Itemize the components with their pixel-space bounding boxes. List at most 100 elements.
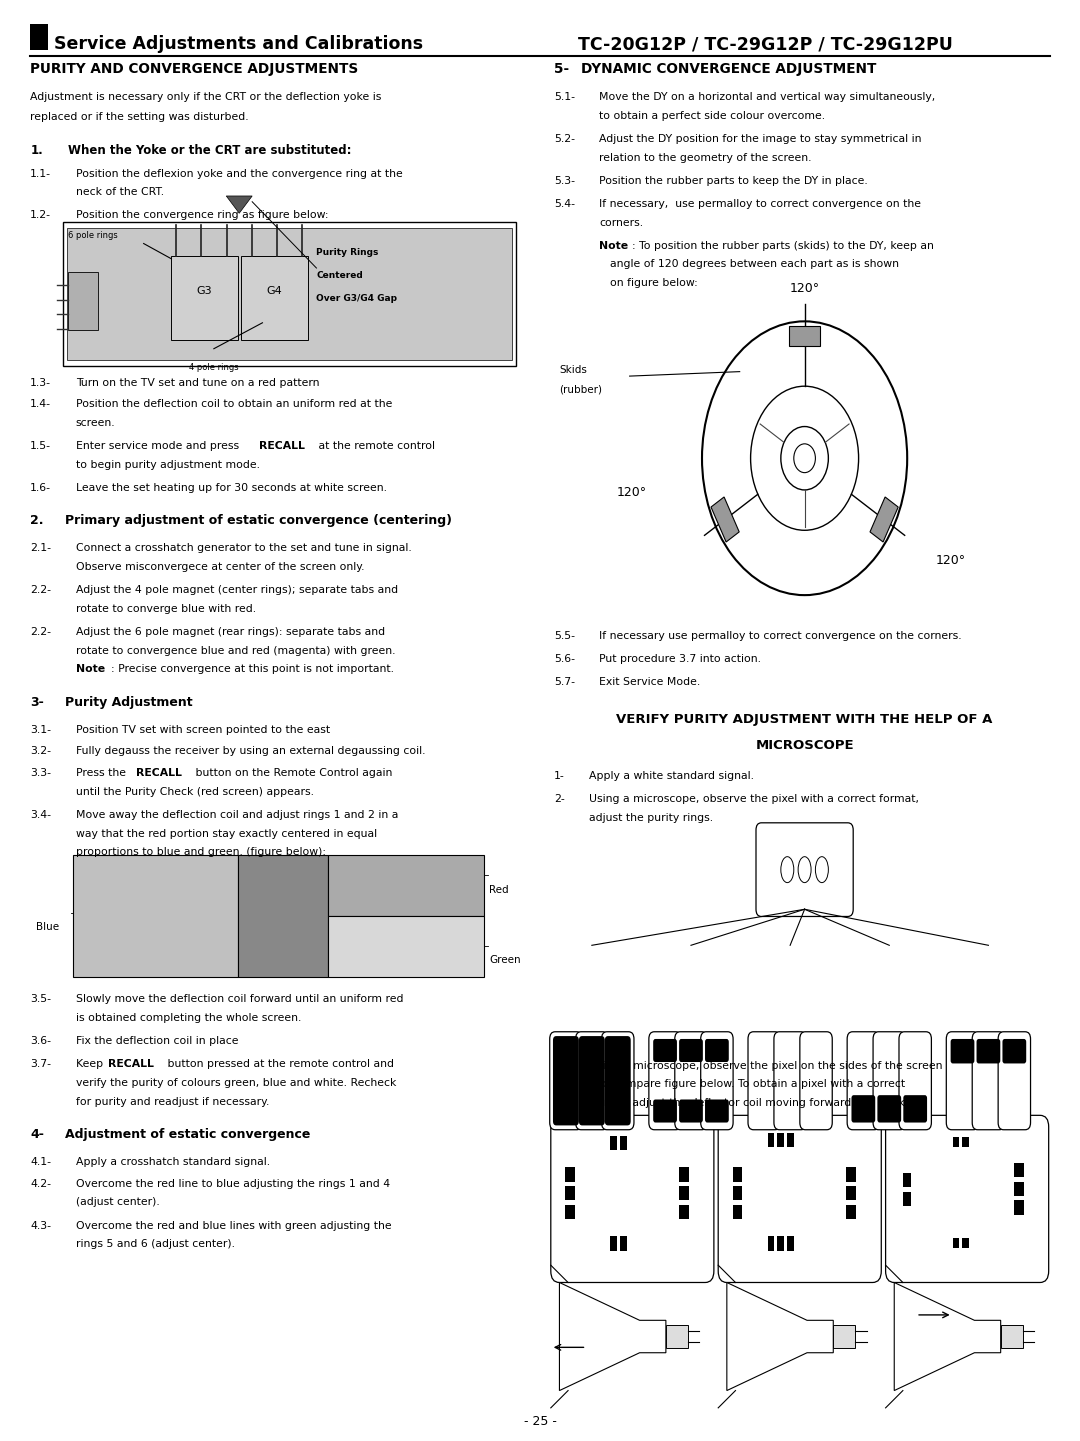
Bar [565, 1167, 575, 1182]
Text: screen.: screen. [76, 418, 116, 428]
Text: replaced or if the setting was disturbed.: replaced or if the setting was disturbed… [30, 112, 248, 122]
Text: 1.4-: 1.4- [30, 399, 51, 409]
Text: at the remote control: at the remote control [315, 441, 435, 451]
Text: DYNAMIC CONVERGENCE ADJUSTMENT: DYNAMIC CONVERGENCE ADJUSTMENT [581, 62, 876, 76]
Bar [73, 855, 238, 977]
Text: to obtain a perfect side colour overcome.: to obtain a perfect side colour overcome… [599, 111, 825, 121]
FancyBboxPatch shape [653, 1039, 677, 1062]
Text: Over G3/G4 Gap: Over G3/G4 Gap [316, 294, 397, 303]
Bar [328, 855, 484, 916]
Bar [768, 1133, 774, 1147]
Text: corners.: corners. [599, 218, 644, 228]
Text: 3-: 3- [30, 696, 44, 709]
Text: 1.6-: 1.6- [30, 483, 51, 493]
Text: 5.7-: 5.7- [554, 677, 575, 687]
FancyBboxPatch shape [705, 1099, 729, 1123]
Text: Position the deflexion yoke and the convergence ring at the: Position the deflexion yoke and the conv… [76, 169, 403, 179]
Ellipse shape [815, 857, 828, 883]
FancyBboxPatch shape [950, 1039, 974, 1063]
Bar [1014, 1182, 1024, 1196]
FancyBboxPatch shape [946, 1032, 978, 1130]
FancyBboxPatch shape [998, 1032, 1030, 1130]
Bar [679, 1205, 689, 1219]
Bar [241, 256, 308, 340]
Text: - 25 -: - 25 - [524, 1415, 556, 1428]
Bar [1014, 1163, 1024, 1177]
FancyBboxPatch shape [551, 1115, 714, 1282]
Text: 120°: 120° [789, 282, 820, 295]
Text: : Precise convergence at this point is not important.: : Precise convergence at this point is n… [111, 664, 394, 674]
Text: Enter service mode and press: Enter service mode and press [76, 441, 242, 451]
FancyBboxPatch shape [576, 1032, 608, 1130]
Bar [732, 1205, 742, 1219]
Text: rings 5 and 6 (adjust center).: rings 5 and 6 (adjust center). [76, 1239, 234, 1249]
Text: RECALL: RECALL [259, 441, 305, 451]
Bar [953, 1238, 959, 1248]
Text: Adjustment is necessary only if the CRT or the deflection yoke is: Adjustment is necessary only if the CRT … [30, 92, 381, 102]
Text: Primary adjustment of estatic convergence (centering): Primary adjustment of estatic convergenc… [65, 514, 451, 527]
FancyBboxPatch shape [550, 1032, 582, 1130]
Text: Press the: Press the [76, 768, 130, 778]
Text: 4 pole rings: 4 pole rings [189, 363, 239, 372]
Ellipse shape [798, 857, 811, 883]
Text: 5.5-: 5.5- [554, 631, 575, 641]
Text: proportions to blue and green. (figure below):: proportions to blue and green. (figure b… [76, 847, 325, 857]
FancyBboxPatch shape [605, 1036, 631, 1125]
Polygon shape [711, 497, 739, 542]
FancyBboxPatch shape [679, 1039, 703, 1062]
Bar [732, 1186, 742, 1200]
Text: 3.5-: 3.5- [30, 994, 51, 1004]
Text: 2-: 2- [554, 794, 565, 804]
FancyBboxPatch shape [886, 1115, 1049, 1282]
Text: 2.: 2. [30, 514, 43, 527]
Text: 3.7-: 3.7- [30, 1059, 51, 1069]
Bar [778, 1133, 784, 1147]
Text: PURITY AND CONVERGENCE ADJUSTMENTS: PURITY AND CONVERGENCE ADJUSTMENTS [30, 62, 359, 76]
Text: G4: G4 [267, 287, 282, 295]
Circle shape [781, 427, 828, 490]
Text: G3: G3 [197, 287, 212, 295]
Text: adjust the purity rings.: adjust the purity rings. [589, 813, 713, 823]
Bar [953, 1137, 959, 1147]
Bar [328, 916, 484, 977]
Bar [847, 1167, 856, 1182]
Text: Put procedure 3.7 into action.: Put procedure 3.7 into action. [599, 654, 761, 664]
Bar [238, 855, 328, 977]
Text: Note: Note [76, 664, 105, 674]
FancyBboxPatch shape [748, 1032, 781, 1130]
Text: neck of the CRT.: neck of the CRT. [76, 187, 164, 197]
Bar [63, 222, 516, 366]
Text: Position the convergence ring as figure below:: Position the convergence ring as figure … [76, 210, 328, 220]
Text: MICROSCOPE: MICROSCOPE [755, 739, 854, 752]
Text: 120°: 120° [617, 486, 647, 499]
Polygon shape [894, 1282, 1001, 1391]
Text: Purity Rings: Purity Rings [316, 248, 379, 256]
Text: rotate to convergence blue and red (magenta) with green.: rotate to convergence blue and red (mage… [76, 646, 395, 656]
FancyBboxPatch shape [847, 1032, 879, 1130]
Text: VERIFY PURITY ADJUSTMENT WITH THE HELP OF A: VERIFY PURITY ADJUSTMENT WITH THE HELP O… [617, 713, 993, 726]
Text: Blue: Blue [36, 922, 58, 932]
Text: 5.2-: 5.2- [554, 134, 575, 144]
Text: 6 pole rings: 6 pole rings [68, 231, 118, 239]
Text: verify the purity of colours green, blue and white. Recheck: verify the purity of colours green, blue… [76, 1078, 396, 1088]
Text: Turn on the TV set and tune on a red pattern: Turn on the TV set and tune on a red pat… [76, 378, 319, 388]
FancyBboxPatch shape [756, 823, 853, 916]
Text: Service Adjustments and Calibrations: Service Adjustments and Calibrations [54, 35, 423, 53]
Text: (adjust center).: (adjust center). [76, 1197, 160, 1208]
Text: If necessary,  use permalloy to correct convergence on the: If necessary, use permalloy to correct c… [599, 199, 921, 209]
Bar [1001, 1324, 1023, 1349]
Text: Adjustment of estatic convergence: Adjustment of estatic convergence [65, 1128, 310, 1141]
Bar [68, 272, 98, 330]
FancyBboxPatch shape [701, 1032, 733, 1130]
Text: to begin purity adjustment mode.: to begin purity adjustment mode. [76, 460, 259, 470]
Circle shape [794, 444, 815, 473]
Bar [847, 1205, 856, 1219]
Bar [787, 1236, 794, 1251]
Bar [834, 1324, 855, 1349]
Bar [679, 1167, 689, 1182]
FancyBboxPatch shape [877, 1095, 901, 1123]
Polygon shape [227, 196, 253, 213]
Text: 3-: 3- [554, 1061, 565, 1071]
Bar [847, 1186, 856, 1200]
Polygon shape [870, 497, 899, 542]
